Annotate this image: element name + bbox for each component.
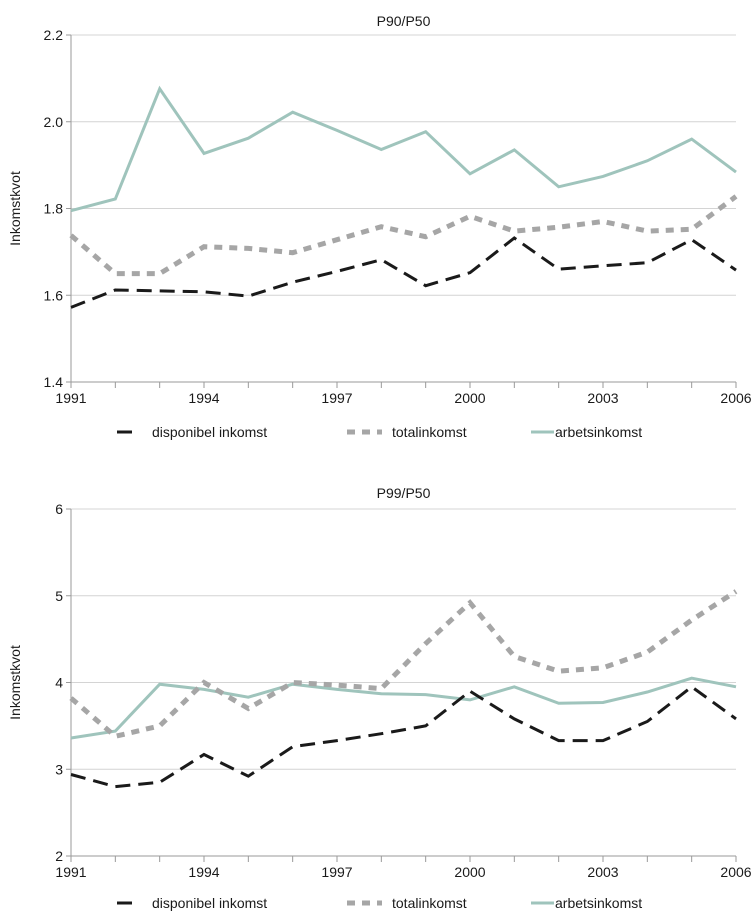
y-tick-label: 6 [55, 501, 63, 517]
y-tick-label: 5 [55, 588, 63, 604]
legend-label-disponibel-inkomst: disponibel inkomst [152, 895, 267, 911]
chart-panel-p90-p50: P90/P50 1.4 1.6 1.8 2.0 2.2 1991 1994 1997 2000 20… [7, 13, 752, 440]
legend-label-arbetsinkomst: arbetsinkomst [555, 424, 642, 440]
x-tick-label: 1991 [55, 864, 86, 880]
legend-label-totalinkomst: totalinkomst [392, 424, 467, 440]
series-line-disponibel-inkomst [70, 684, 737, 789]
x-tick-label: 1997 [321, 390, 352, 406]
y-tick-label: 2.2 [44, 27, 64, 43]
x-tick-label: 2006 [720, 864, 751, 880]
x-tick-label: 1991 [55, 390, 86, 406]
y-tick-label: 1.6 [44, 287, 64, 303]
legend-label-arbetsinkomst: arbetsinkomst [555, 895, 642, 911]
y-axis-label: Inkomstkvot [7, 645, 23, 720]
chart-p90-p50: P90/P50 1.4 1.6 1.8 2.0 2.2 1991 1994 1997 2000 20… [7, 13, 752, 440]
legend-label-totalinkomst: totalinkomst [392, 895, 467, 911]
x-tick-label: 2006 [720, 390, 751, 406]
x-tick-label: 1994 [188, 864, 219, 880]
y-tick-label: 2 [55, 848, 63, 864]
chart-p99-p50: P99/P50 2 3 4 5 6 1991 1994 1997 2000 2003 2006 Inko… [7, 485, 752, 911]
x-tick-label: 2003 [587, 390, 618, 406]
series-line-totalinkomst [69, 194, 738, 277]
chart-title: P99/P50 [377, 485, 431, 501]
y-tick-label: 1.8 [44, 201, 64, 217]
x-tick-label: 2003 [587, 864, 618, 880]
x-tick-label: 2000 [454, 390, 485, 406]
y-tick-label: 4 [55, 675, 63, 691]
y-axis-label: Inkomstkvot [7, 171, 23, 246]
series-line-disponibel-inkomst [70, 236, 737, 309]
x-tick-label: 1994 [188, 390, 219, 406]
y-tick-label: 2.0 [44, 114, 64, 130]
legend-label-disponibel-inkomst: disponibel inkomst [152, 424, 267, 440]
series-line-totalinkomst [69, 589, 738, 740]
x-tick-label: 1997 [321, 864, 352, 880]
chart-title: P90/P50 [377, 13, 431, 29]
series-line-arbetsinkomst [70, 676, 737, 740]
y-tick-label: 3 [55, 761, 63, 777]
series-line-arbetsinkomst [70, 85, 737, 213]
x-tick-label: 2000 [454, 864, 485, 880]
chart-panel-p99-p50: P99/P50 2 3 4 5 6 1991 1994 1997 2000 2003 2006 Inko… [0, 478, 752, 922]
y-tick-label: 1.4 [44, 374, 64, 390]
